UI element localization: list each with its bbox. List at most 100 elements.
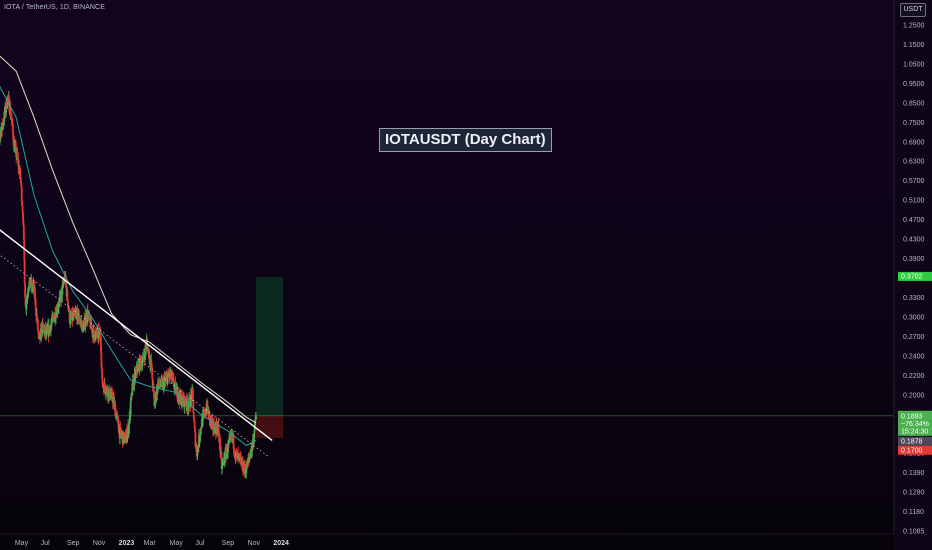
- candle: [242, 459, 244, 472]
- chart-title-annotation[interactable]: IOTAUSDT (Day Chart): [379, 128, 552, 152]
- price-tick-label: 1.2500: [903, 23, 925, 30]
- candle: [12, 131, 15, 140]
- candle: [199, 428, 202, 436]
- candle: [160, 378, 163, 386]
- candle: [245, 469, 248, 474]
- price-tick-label: 0.4700: [903, 217, 925, 224]
- trendline-solid[interactable]: [0, 228, 273, 442]
- candle: [184, 402, 187, 405]
- candle: [17, 159, 20, 167]
- candle: [170, 370, 173, 379]
- candle: [21, 201, 24, 206]
- candle: [116, 415, 119, 417]
- candle: [183, 397, 186, 403]
- time-tick-label: May: [170, 540, 184, 547]
- candle: [161, 379, 163, 381]
- candle: [74, 312, 76, 314]
- price-tick-label: 0.2700: [903, 334, 925, 341]
- candle: [200, 427, 203, 430]
- candle: [244, 465, 246, 472]
- price-tick-label: 1.0500: [903, 61, 925, 68]
- symbol-label[interactable]: IOTA / TetherUS, 1D, BINANCE: [4, 4, 105, 11]
- candle: [142, 354, 145, 358]
- candle: [72, 314, 74, 321]
- candle: [101, 379, 104, 387]
- time-tick-label: Nov: [93, 540, 106, 547]
- candle: [226, 451, 229, 454]
- ma_slow-line[interactable]: [0, 52, 257, 424]
- candle: [123, 435, 126, 437]
- time-tick-label: Sep: [67, 540, 80, 547]
- candle: [251, 444, 254, 451]
- candle: [66, 290, 69, 301]
- candle: [201, 414, 204, 427]
- candle: [232, 435, 235, 449]
- candle: [0, 129, 3, 137]
- candle: [54, 318, 57, 320]
- candle: [176, 387, 179, 399]
- candle: [248, 458, 251, 459]
- candle: [27, 290, 30, 294]
- candle: [160, 378, 163, 380]
- candle: [57, 307, 60, 310]
- candle: [228, 436, 231, 439]
- quote-currency-badge[interactable]: USDT: [900, 3, 926, 17]
- candle: [187, 405, 190, 410]
- candle: [80, 321, 83, 325]
- candle: [136, 364, 139, 372]
- candle: [91, 327, 93, 333]
- price-tick-label: 0.1280: [903, 490, 925, 497]
- candle: [111, 391, 113, 393]
- entry-price-badge: 0.1878: [901, 438, 923, 445]
- long-position-stop-zone[interactable]: [256, 415, 284, 439]
- stop-price-badge-bg: [898, 445, 932, 455]
- candle: [41, 322, 44, 326]
- candle: [31, 287, 34, 289]
- price-tick-label: 0.1390: [903, 470, 925, 477]
- candle: [221, 464, 224, 470]
- candle: [150, 366, 153, 368]
- candle: [144, 348, 146, 360]
- candle: [141, 361, 144, 367]
- stop-price-badge: 0.1700: [901, 447, 923, 454]
- candle: [2, 122, 5, 126]
- candle: [170, 378, 173, 379]
- candle: [27, 293, 29, 296]
- candle: [100, 365, 103, 372]
- candle: [221, 462, 224, 465]
- price-tick-label: 1.1500: [903, 42, 925, 49]
- candle: [35, 310, 38, 316]
- candle: [67, 306, 70, 308]
- candle: [124, 440, 127, 443]
- candle: [166, 376, 169, 385]
- candle: [23, 260, 26, 283]
- candle: [20, 186, 23, 202]
- candle: [126, 435, 129, 440]
- candle: [239, 455, 241, 458]
- time-tick-label: May: [15, 540, 29, 547]
- candle: [36, 313, 38, 321]
- candle: [220, 451, 223, 457]
- candle: [164, 379, 167, 381]
- candle: [68, 309, 71, 322]
- time-tick-label: Sep: [222, 540, 235, 547]
- price-tick-label: 0.7500: [903, 120, 925, 127]
- price-tick-label: 0.5100: [903, 198, 925, 205]
- candle: [50, 324, 52, 332]
- candle: [26, 295, 29, 297]
- trendline-dotted[interactable]: [0, 255, 270, 458]
- candle: [115, 412, 118, 419]
- long-position-profit-zone[interactable]: [256, 276, 284, 416]
- candle: [130, 398, 132, 402]
- candle: [100, 337, 102, 354]
- candle: [144, 348, 147, 350]
- candle: [104, 387, 107, 393]
- price-tick-label: 0.2400: [903, 353, 925, 360]
- candle: [1, 124, 4, 128]
- price-tick-label: 0.1180: [903, 509, 924, 516]
- candle: [57, 307, 60, 309]
- ma_fast-line[interactable]: [0, 78, 257, 447]
- candle: [65, 283, 68, 288]
